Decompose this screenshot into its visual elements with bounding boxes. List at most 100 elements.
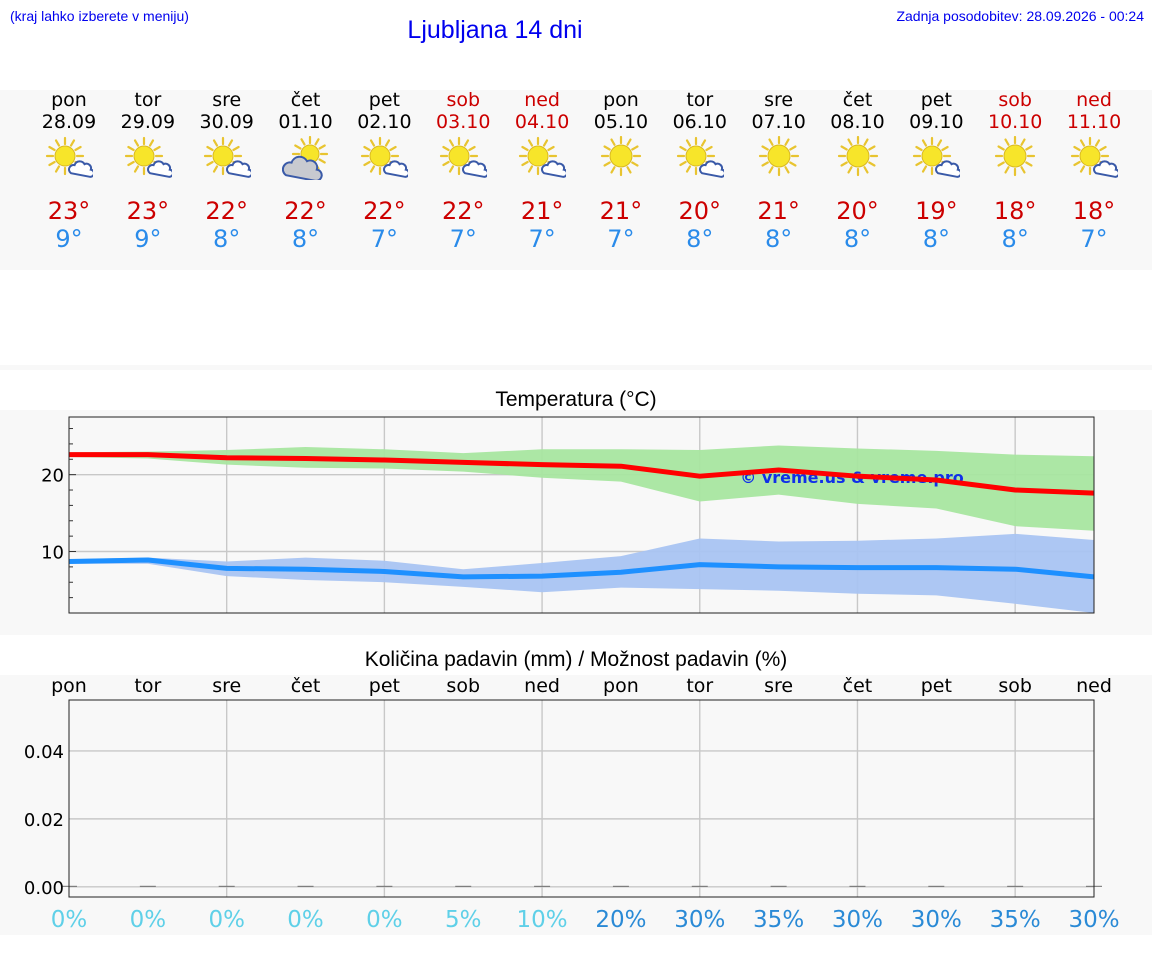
day-date: 04.10 [514, 111, 570, 133]
day-name: tor [134, 89, 162, 111]
forecast-day: pet 02.10 [344, 89, 424, 133]
day-date: 29.09 [120, 111, 176, 133]
sun-cloud-icon [913, 136, 961, 178]
day-name: sre [212, 89, 242, 111]
max-temperature: 21° [520, 197, 564, 225]
min-temperature: 7° [528, 225, 556, 253]
precipitation-bar [218, 885, 235, 887]
precipitation-probability: 35% [753, 907, 804, 933]
precipitation-probability: 10% [517, 907, 568, 933]
min-temperature: 9° [134, 225, 162, 253]
max-temperature: 22° [363, 197, 406, 225]
min-temperature: 8° [686, 225, 714, 253]
day-name: ned [524, 89, 560, 111]
precipitation-bar [928, 885, 945, 887]
sun-icon [995, 136, 1036, 177]
precipitation-bar [770, 885, 787, 887]
min-temperature: 7° [449, 225, 477, 253]
min-temperature: 8° [843, 225, 872, 253]
day-date: 07.10 [751, 111, 806, 133]
y-tick-label: 10 [41, 543, 64, 564]
day-name: sob [446, 89, 481, 111]
day-name: pet [368, 89, 400, 111]
forecast-day: sob 10.10 [975, 89, 1055, 133]
precipitation-probability: 20% [595, 907, 646, 933]
min-temp-line [68, 557, 1095, 580]
max-temp-range-band [69, 445, 1094, 531]
sun-cloud-icon [45, 136, 93, 178]
last-update-label: Zadnja posodobitev: 28.09.2026 - 00:24 [896, 8, 1144, 24]
precipitation-probability: 5% [445, 907, 482, 933]
min-temperature: 8° [765, 225, 793, 253]
forecast-day: pon 05.10 [581, 89, 661, 133]
day-name: ned [1076, 89, 1112, 111]
precipitation-bar [455, 885, 472, 887]
day-date: 06.10 [672, 111, 727, 133]
cloud-sun-icon [281, 136, 328, 180]
day-name: sre [764, 89, 794, 111]
forecast-band [0, 90, 1152, 270]
day-name: pet [920, 89, 952, 111]
day-date: 10.10 [987, 111, 1043, 133]
day-date: 02.10 [357, 111, 412, 133]
precipitation-bar [376, 885, 393, 887]
forecast-day: tor 29.09 [108, 89, 188, 133]
sun-cloud-icon [440, 136, 488, 178]
min-temperature: 9° [55, 225, 83, 253]
precipitation-probability: 30% [674, 907, 725, 933]
sun-icon [600, 136, 642, 177]
precipitation-probability: 0% [287, 907, 324, 933]
forecast-day: pet 09.10 [896, 89, 976, 133]
min-temperature: 8° [291, 225, 320, 253]
sun-icon [837, 136, 878, 177]
forecast-day: čet 08.10 [818, 89, 898, 133]
sun-icon [758, 136, 799, 177]
plot-frame [68, 699, 1095, 898]
x-category-label: pon [603, 675, 639, 697]
day-name: tor [686, 89, 714, 111]
max-temperature: 19° [915, 197, 958, 225]
sun-cloud-icon [518, 136, 567, 178]
day-date: 09.10 [909, 111, 964, 133]
day-date: 08.10 [830, 111, 885, 133]
forecast-day: ned 04.10 [502, 89, 582, 133]
max-temperature: 18° [1072, 197, 1116, 225]
min-temperature: 8° [1001, 225, 1029, 253]
day-date: 28.09 [41, 111, 97, 133]
precipitation-chart: 0.00 0.02 0.04 pon tor sre čet pet sob ned pon tor s… [24, 675, 1120, 933]
sun-cloud-icon [676, 136, 724, 178]
day-name: sob [998, 89, 1032, 111]
precipitation-probability: 0% [208, 907, 245, 933]
x-category-label: pet [921, 675, 952, 697]
x-category-label: pon [51, 675, 87, 697]
max-temperature: 21° [757, 197, 800, 225]
x-category-label: ned [1076, 675, 1112, 697]
max-temperature: 20° [836, 197, 879, 225]
sun-cloud-icon [203, 136, 251, 178]
max-temperature: 18° [993, 197, 1037, 225]
sun-cloud-icon [1070, 136, 1119, 178]
plot-area [69, 700, 1094, 897]
max-temperature: 23° [126, 197, 170, 225]
precipitation-bar [612, 885, 629, 887]
plot-frame [68, 416, 1095, 614]
min-temperature: 8° [922, 225, 950, 253]
precipitation-probability: 0% [130, 907, 167, 933]
x-category-label: ned [524, 675, 560, 697]
day-date: 05.10 [593, 111, 649, 133]
precipitation-probability: 35% [990, 907, 1041, 933]
max-temperature: 23° [47, 197, 91, 225]
x-category-label: tor [686, 675, 713, 697]
forecast-day: ned 11.10 [1054, 89, 1134, 133]
x-category-label: sob [446, 675, 480, 697]
x-category-label: tor [134, 675, 161, 697]
max-temperature: 22° [205, 197, 248, 225]
sun-cloud-icon [124, 136, 172, 178]
precipitation-bar [1007, 885, 1024, 887]
max-temperature: 21° [599, 197, 643, 225]
forecast-day: sre 30.09 [187, 89, 267, 133]
y-tick-label: 20 [41, 466, 64, 487]
precipitation-bar [849, 885, 866, 887]
y-tick-label: 0.00 [24, 878, 64, 899]
y-tick-label: 0.02 [24, 810, 64, 831]
